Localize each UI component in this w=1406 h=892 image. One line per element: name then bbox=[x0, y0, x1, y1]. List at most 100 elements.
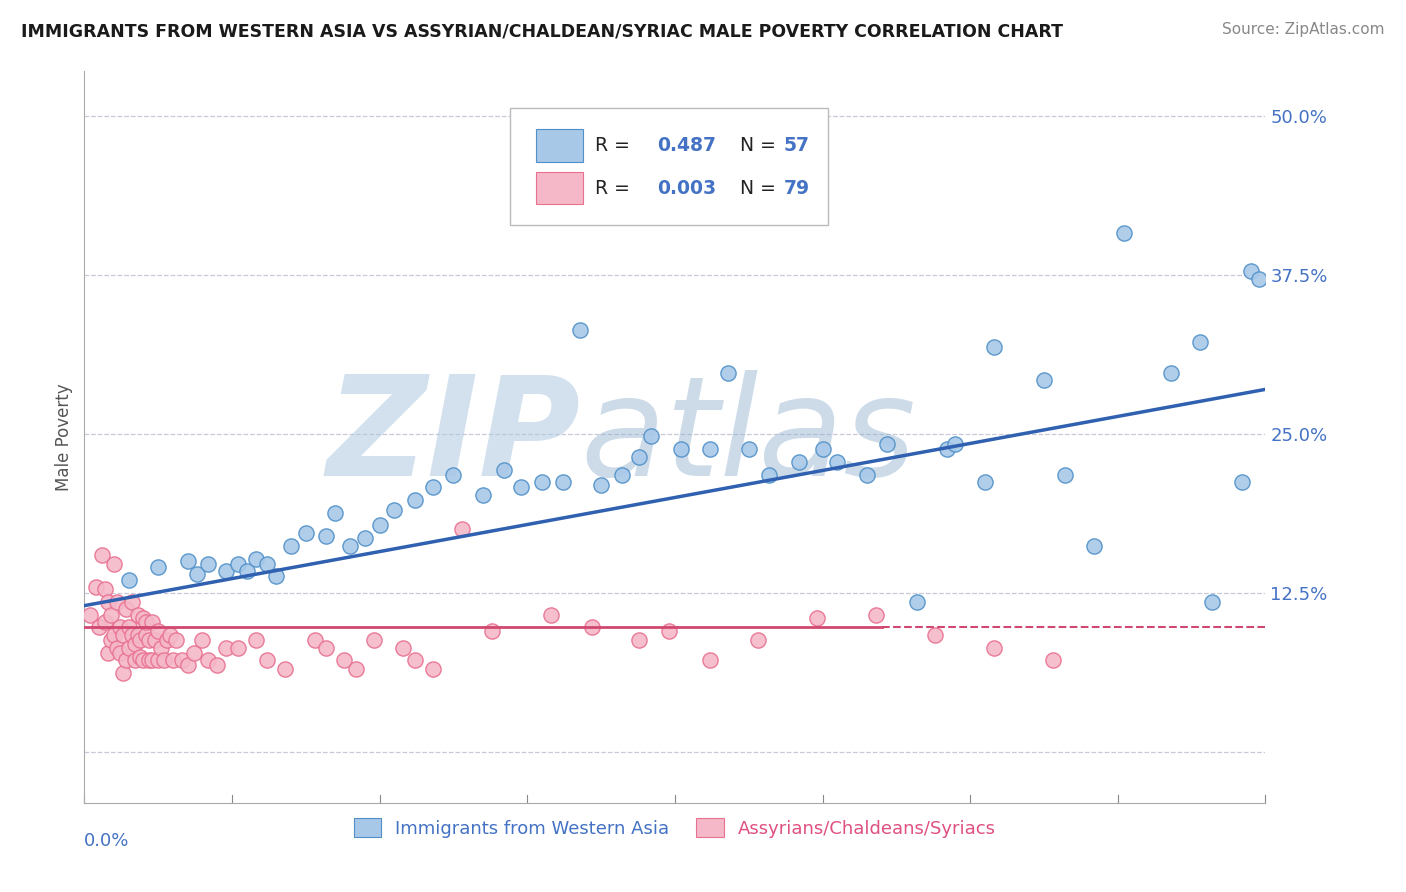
Point bbox=[108, 620, 131, 634]
Point bbox=[197, 557, 219, 571]
Point bbox=[924, 628, 946, 642]
Point bbox=[94, 615, 117, 629]
Point bbox=[132, 653, 155, 667]
Point bbox=[404, 493, 426, 508]
Point bbox=[103, 628, 125, 642]
Point bbox=[451, 522, 474, 536]
FancyBboxPatch shape bbox=[509, 108, 828, 225]
Point bbox=[186, 566, 208, 581]
Point bbox=[191, 632, 214, 647]
Point bbox=[640, 429, 662, 443]
Point bbox=[118, 640, 141, 655]
Point bbox=[304, 632, 326, 647]
Point bbox=[747, 632, 769, 647]
Point bbox=[84, 580, 107, 594]
Point bbox=[141, 653, 163, 667]
Y-axis label: Male Poverty: Male Poverty bbox=[55, 384, 73, 491]
Point bbox=[368, 518, 391, 533]
Point bbox=[100, 632, 122, 647]
Text: R =: R = bbox=[595, 136, 636, 155]
Point bbox=[531, 475, 554, 490]
Point bbox=[245, 632, 267, 647]
Point bbox=[551, 475, 574, 490]
Point bbox=[865, 607, 887, 622]
Point bbox=[150, 640, 173, 655]
Point bbox=[945, 437, 967, 451]
Point bbox=[129, 649, 152, 664]
Text: N =: N = bbox=[728, 179, 776, 198]
Point bbox=[97, 595, 120, 609]
Point bbox=[591, 477, 613, 491]
Point bbox=[87, 620, 111, 634]
Point bbox=[422, 662, 444, 676]
Text: 0.003: 0.003 bbox=[657, 179, 716, 198]
Point bbox=[159, 628, 181, 642]
Point bbox=[124, 637, 146, 651]
Point bbox=[392, 640, 415, 655]
Point bbox=[1249, 271, 1271, 285]
Point bbox=[1160, 366, 1182, 380]
Point bbox=[1230, 475, 1253, 490]
Point bbox=[183, 646, 205, 660]
Point bbox=[91, 548, 114, 562]
Point bbox=[339, 539, 361, 553]
Point bbox=[492, 462, 515, 476]
Point bbox=[138, 653, 160, 667]
Point bbox=[226, 557, 249, 571]
Point bbox=[787, 455, 810, 469]
Point bbox=[121, 628, 143, 642]
Point bbox=[148, 560, 170, 574]
Point bbox=[1240, 264, 1263, 278]
Point bbox=[165, 632, 187, 647]
Point bbox=[1189, 335, 1212, 350]
Text: R =: R = bbox=[595, 179, 636, 198]
Point bbox=[905, 595, 928, 609]
Point bbox=[610, 467, 633, 482]
Point bbox=[699, 653, 721, 667]
Text: 0.0%: 0.0% bbox=[84, 832, 129, 850]
Point bbox=[103, 557, 125, 571]
Point bbox=[148, 624, 170, 638]
Point bbox=[382, 503, 406, 517]
Point bbox=[628, 450, 651, 464]
Point bbox=[472, 488, 495, 502]
Text: ZIP: ZIP bbox=[326, 369, 581, 505]
Point bbox=[266, 569, 288, 583]
Point bbox=[127, 607, 149, 622]
Point bbox=[1053, 467, 1076, 482]
Point bbox=[256, 557, 278, 571]
Point bbox=[153, 653, 176, 667]
Point bbox=[344, 662, 367, 676]
Point bbox=[97, 646, 120, 660]
Point bbox=[738, 442, 761, 457]
Point bbox=[333, 653, 356, 667]
Point bbox=[1042, 653, 1064, 667]
Point bbox=[207, 658, 229, 673]
Point bbox=[79, 607, 101, 622]
Point bbox=[935, 442, 957, 457]
Text: 57: 57 bbox=[783, 136, 810, 155]
Point bbox=[177, 658, 200, 673]
Text: Source: ZipAtlas.com: Source: ZipAtlas.com bbox=[1222, 22, 1385, 37]
Point bbox=[143, 632, 166, 647]
Point bbox=[132, 611, 155, 625]
Bar bbox=[536, 129, 582, 162]
Point bbox=[135, 615, 157, 629]
Point bbox=[974, 475, 997, 490]
Point bbox=[100, 607, 122, 622]
Point bbox=[827, 455, 849, 469]
Point bbox=[569, 322, 592, 336]
Point bbox=[1112, 226, 1135, 240]
Point bbox=[197, 653, 219, 667]
Text: atlas: atlas bbox=[581, 369, 917, 505]
Point bbox=[699, 442, 721, 457]
Point bbox=[129, 632, 152, 647]
Legend: Immigrants from Western Asia, Assyrians/Chaldeans/Syriacs: Immigrants from Western Asia, Assyrians/… bbox=[346, 811, 1004, 845]
Point bbox=[581, 620, 603, 634]
Point bbox=[1033, 374, 1056, 388]
Point bbox=[422, 480, 444, 494]
Point bbox=[325, 506, 347, 520]
Point bbox=[111, 666, 134, 681]
Point bbox=[806, 611, 828, 625]
Point bbox=[658, 624, 681, 638]
